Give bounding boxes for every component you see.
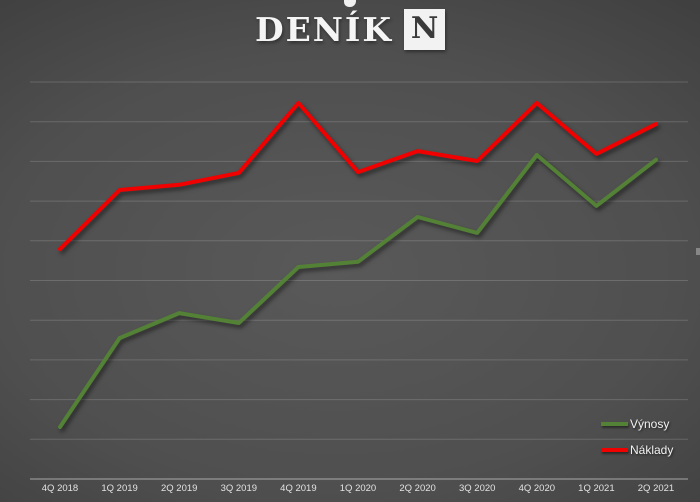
x-axis-label: 1Q 2019: [101, 483, 137, 494]
series-line-výnosy: [58, 153, 658, 429]
right-edge-mark: [696, 248, 700, 255]
legend-label-naklady: Náklady: [630, 443, 674, 457]
x-axis-label: 1Q 2020: [340, 483, 376, 494]
cropped-title-fragment: [344, 0, 356, 7]
legend-label-vynosy: Výnosy: [630, 417, 670, 431]
x-axis-label: 2Q 2021: [638, 483, 674, 494]
legend-swatch-green: [601, 422, 628, 426]
legend-item-vynosy: Výnosy: [601, 417, 669, 431]
legend-swatch-red: [601, 448, 628, 452]
legend-item-naklady: Náklady: [601, 443, 673, 457]
x-axis-label: 4Q 2018: [42, 483, 78, 494]
denik-n-logo: DENÍK N: [0, 9, 700, 50]
denik-n-letter: N: [410, 10, 439, 46]
x-axis-label: 3Q 2020: [459, 483, 495, 494]
x-axis-label: 3Q 2019: [221, 483, 257, 494]
denik-n-logo-box: N: [404, 9, 446, 50]
x-axis-label: 2Q 2019: [161, 483, 197, 494]
denik-logo-text: DENÍK: [254, 10, 394, 49]
x-axis-label: 1Q 2021: [578, 483, 614, 494]
x-axis-label: 4Q 2019: [280, 483, 316, 494]
x-axis-label: 4Q 2020: [519, 483, 555, 494]
series-line-náklady: [58, 101, 658, 252]
x-axis-label: 2Q 2020: [399, 483, 435, 494]
